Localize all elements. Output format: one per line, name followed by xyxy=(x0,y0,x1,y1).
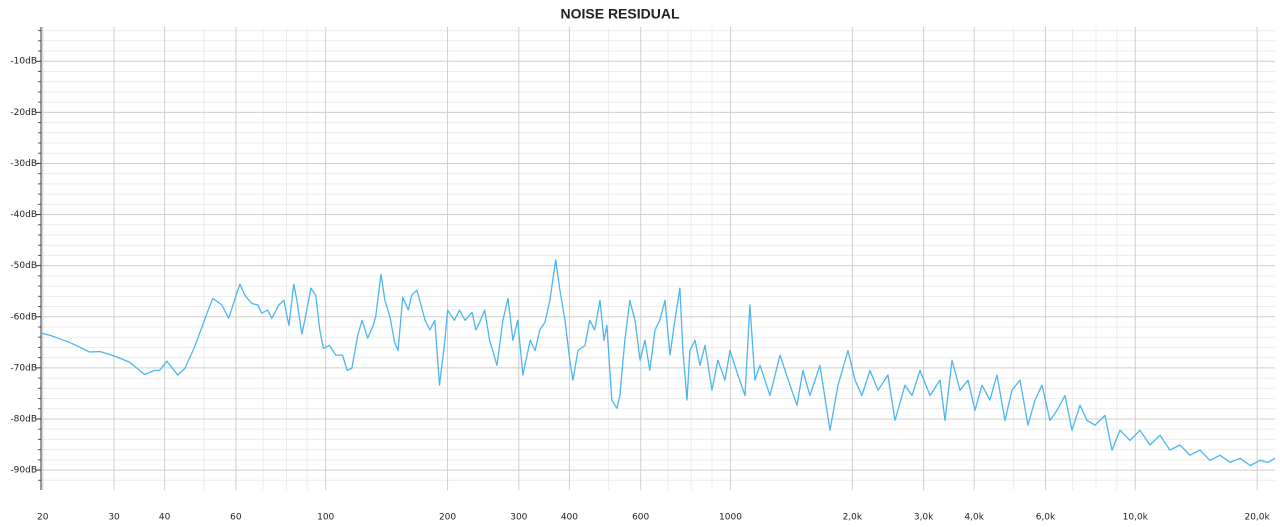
y-tick-label: -60dB xyxy=(10,312,37,322)
y-tick-label: -90dB xyxy=(10,466,37,476)
x-tick-label: 6,0k xyxy=(1036,513,1056,523)
x-tick-label: 3,0k xyxy=(914,513,934,523)
y-tick-label: -20dB xyxy=(10,108,37,118)
x-tick-label: 2,0k xyxy=(843,513,863,523)
y-tick-label: -80dB xyxy=(10,414,37,424)
x-tick-label: 1000 xyxy=(719,513,742,523)
x-tick-label: 300 xyxy=(510,513,527,523)
x-tick-label: 400 xyxy=(561,513,578,523)
y-tick-label: -10dB xyxy=(10,57,37,67)
y-tick-label: -50dB xyxy=(10,261,37,271)
x-tick-label: 200 xyxy=(439,513,456,523)
x-tick-label: 100 xyxy=(317,513,334,523)
y-tick-label: -40dB xyxy=(10,210,37,220)
y-tick-label: -70dB xyxy=(10,363,37,373)
x-tick-label: 600 xyxy=(632,513,649,523)
x-tick-label: 20,0k xyxy=(1244,513,1270,523)
x-tick-label: 30 xyxy=(108,513,120,523)
x-tick-label: 20 xyxy=(37,513,49,523)
x-tick-label: 60 xyxy=(230,513,242,523)
x-tick-label: 10,0k xyxy=(1123,513,1149,523)
chart-title: NOISE RESIDUAL xyxy=(560,6,679,22)
spectrum-line xyxy=(40,259,1276,467)
x-tick-label: 4,0k xyxy=(964,513,984,523)
y-tick-label: -30dB xyxy=(10,159,37,169)
x-tick-label: 40 xyxy=(159,513,171,523)
